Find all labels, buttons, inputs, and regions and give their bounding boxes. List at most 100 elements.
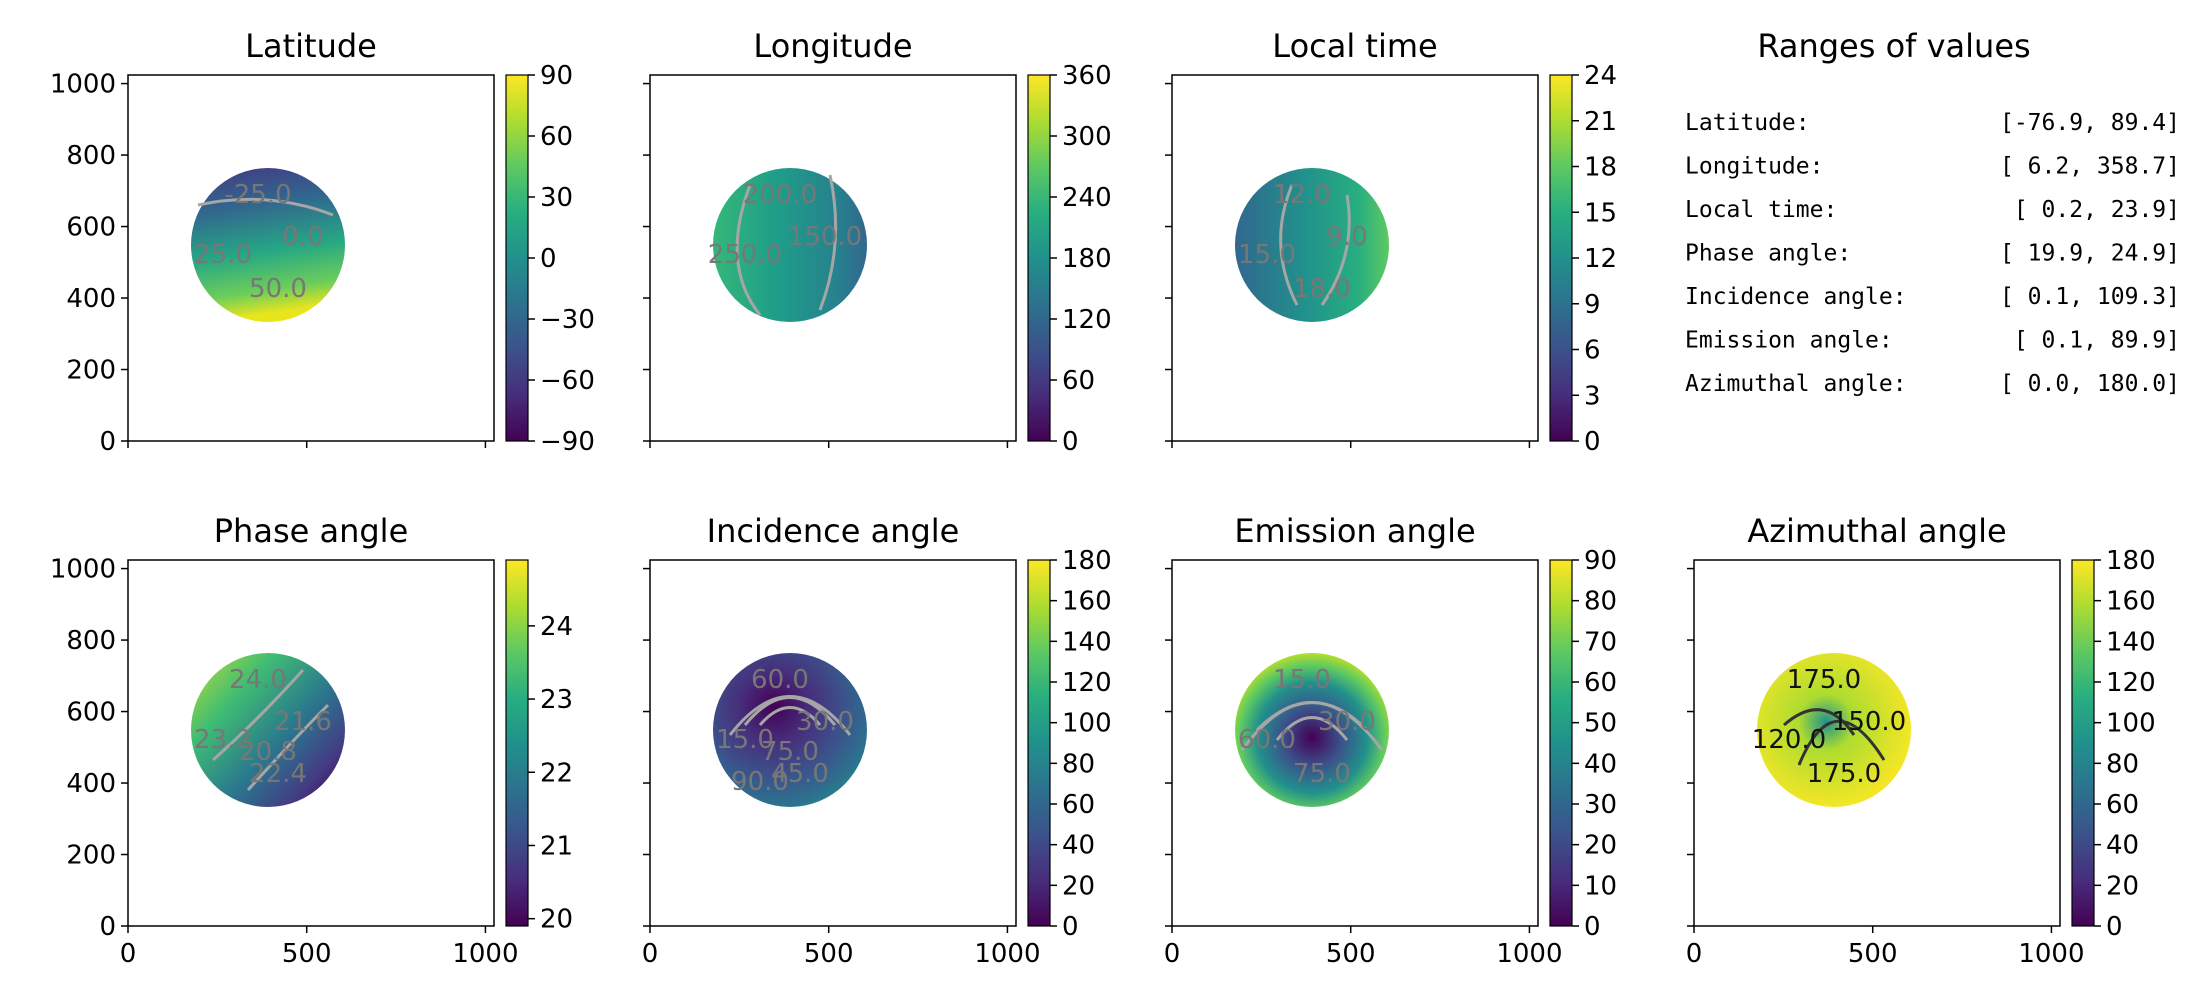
- contour-label: 15.0: [716, 725, 774, 755]
- y-tick-label: 1000: [50, 70, 116, 100]
- x-tick-label: 500: [1326, 939, 1376, 969]
- colorbar-tick-label: 140: [1062, 627, 1112, 657]
- panel-title: Longitude: [753, 27, 912, 65]
- colorbar-tick-label: 120: [1062, 305, 1112, 335]
- colorbar: [1549, 559, 1573, 927]
- colorbar-tick-label: 60: [1584, 668, 1617, 698]
- range-value: [ 0.2, 23.9]: [2014, 197, 2180, 223]
- colorbar-tick-label: 12: [1584, 244, 1617, 274]
- colorbar-tick-label: −30: [540, 305, 595, 335]
- colorbar-tick-label: 60: [540, 122, 573, 152]
- colorbar-tick-label: 80: [1062, 749, 1095, 779]
- colorbar-tick-label: 40: [2106, 831, 2139, 861]
- contour-label: 45.0: [771, 759, 829, 789]
- colorbar-tick-label: 21: [540, 831, 573, 861]
- colorbar-tick-label: 20: [1584, 831, 1617, 861]
- contour-label: 20.8: [239, 737, 297, 767]
- range-value: [-76.9, 89.4]: [2000, 110, 2180, 136]
- y-tick-label: 400: [66, 769, 116, 799]
- colorbar-tick-label: 24: [540, 612, 573, 642]
- contour-label: 175.0: [1807, 759, 1881, 789]
- contour-label: 0.0: [282, 222, 323, 252]
- x-tick-label: 1000: [2018, 939, 2084, 969]
- colorbar-tick-label: 180: [1062, 244, 1112, 274]
- colorbar-tick-label: 100: [1062, 709, 1112, 739]
- contour-line: [728, 695, 852, 736]
- panel-4: Ranges of values Latitude: [-76.9, 89.4] Lo…: [1685, 27, 2180, 397]
- colorbar-tick-label: 90: [1584, 546, 1617, 576]
- x-tick-label: 500: [804, 939, 854, 969]
- y-tick-label: 600: [66, 698, 116, 728]
- colorbar-tick-label: 6: [1584, 336, 1601, 366]
- contour-label: 150.0: [788, 222, 862, 252]
- x-tick-label: 0: [1686, 939, 1703, 969]
- colorbar-tick-label: 50: [1584, 709, 1617, 739]
- colorbar-tick-label: 160: [2106, 587, 2156, 617]
- colorbar: [2071, 559, 2095, 927]
- contour-line: [1783, 708, 1856, 736]
- planet-disk: [191, 653, 345, 807]
- panel-title: Incidence angle: [707, 512, 960, 550]
- range-label: Local time:: [1685, 197, 1837, 223]
- contour-label: 250.0: [708, 240, 782, 270]
- contour-label: 21.6: [274, 707, 332, 737]
- contour-label: 23.2: [194, 725, 252, 755]
- y-tick-label: 0: [99, 912, 116, 942]
- planet-disk: [713, 653, 867, 807]
- contour-label: 24.0: [229, 665, 287, 695]
- planet-disk: [1757, 653, 1911, 807]
- y-tick-label: 200: [66, 356, 116, 386]
- colorbar-tick-label: 21: [1584, 107, 1617, 137]
- panel-title: Ranges of values: [1757, 27, 2030, 65]
- range-label: Emission angle:: [1685, 328, 1893, 354]
- colorbar-tick-label: 160: [1062, 587, 1112, 617]
- contour-label: 9.0: [1326, 222, 1367, 252]
- panel-3: Local time 12.0 9.0 15.0 18.0 0 3 6 9 12 15 18 21 24: [1165, 27, 1617, 457]
- colorbar-tick-label: 0: [1062, 912, 1079, 942]
- colorbar-tick-label: 24: [1584, 61, 1617, 91]
- colorbar-tick-label: 80: [2106, 749, 2139, 779]
- x-tick-label: 500: [282, 939, 332, 969]
- contour-line: [1240, 701, 1384, 751]
- colorbar-tick-label: 40: [1584, 749, 1617, 779]
- range-label: Longitude:: [1685, 154, 1823, 180]
- x-tick-label: 0: [120, 939, 137, 969]
- y-tick-label: 400: [66, 284, 116, 314]
- colorbar-tick-label: 60: [1062, 366, 1095, 396]
- y-tick-label: 1000: [50, 555, 116, 585]
- contour-label: 18.0: [1293, 274, 1351, 304]
- contour-line: [1320, 194, 1351, 306]
- range-label: Phase angle:: [1685, 241, 1851, 267]
- colorbar-tick-label: 30: [1584, 790, 1617, 820]
- contour-label: 175.0: [1787, 665, 1861, 695]
- panel-title: Latitude: [245, 27, 377, 65]
- planet-disk: [1235, 168, 1389, 322]
- panel-1: Latitude02004006008001000-25.00.025.050.…: [50, 27, 595, 457]
- contour-line: [197, 197, 334, 217]
- contour-label: 200.0: [743, 180, 817, 210]
- x-tick-label: 0: [642, 939, 659, 969]
- panel-7: Emission angle 0 500 1000 15.0 30.0 60.0 75.0 0 1…: [1164, 512, 1617, 969]
- colorbar-tick-label: 90: [540, 61, 573, 91]
- colorbar-tick-label: 70: [1584, 627, 1617, 657]
- colorbar-tick-label: 18: [1584, 153, 1617, 183]
- colorbar-tick-label: −60: [540, 366, 595, 396]
- colorbar-tick-label: 23: [540, 685, 573, 715]
- panel-5: Phase angle 0 200 400 600 800 1000 0 500 1000 24.0…: [50, 512, 573, 969]
- contour-line: [1279, 184, 1299, 306]
- contour-label: 15.0: [1273, 665, 1331, 695]
- y-tick-label: 200: [66, 841, 116, 871]
- colorbar-tick-label: 10: [1584, 871, 1617, 901]
- contour-label: 22.4: [249, 759, 307, 789]
- contour-line: [758, 706, 822, 726]
- x-tick-label: 1000: [974, 939, 1040, 969]
- colorbar-tick-label: 0: [1062, 427, 1079, 457]
- colorbar-tick-label: 3: [1584, 381, 1601, 411]
- colorbar-tick-label: 60: [1062, 790, 1095, 820]
- x-tick-label: 0: [1164, 939, 1181, 969]
- colorbar-tick-label: 100: [2106, 709, 2156, 739]
- colorbar-tick-label: 0: [540, 244, 557, 274]
